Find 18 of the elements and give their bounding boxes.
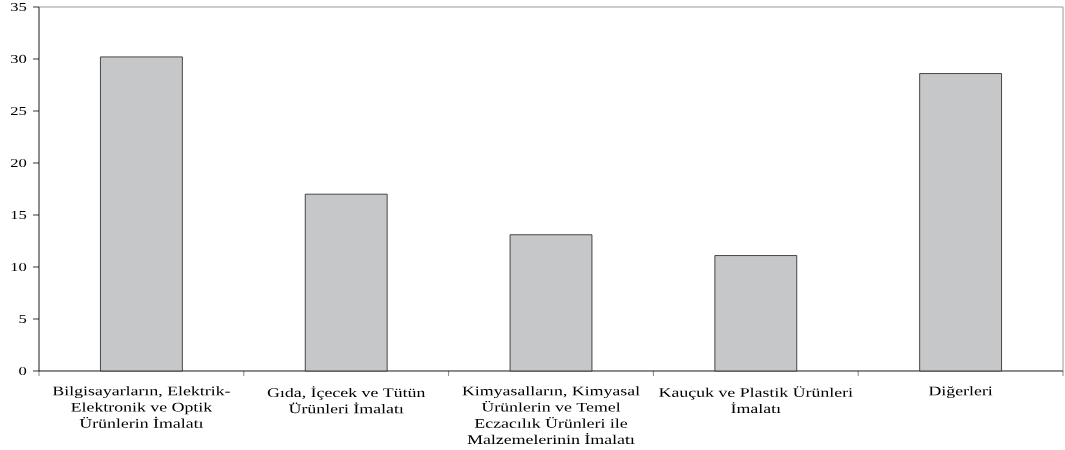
y-tick-label: 35 <box>11 2 27 12</box>
bar <box>919 73 1002 372</box>
y-tick-label: 20 <box>10 158 27 168</box>
y-tick-label: 25 <box>10 106 27 116</box>
x-tick-label: Diğerleri <box>928 386 993 399</box>
bar <box>304 193 388 372</box>
y-tick-label: 10 <box>11 262 27 272</box>
bar <box>714 255 798 372</box>
x-tick-label: Gıda, İçecek ve Tütün Ürünleri İmalatı <box>267 386 426 414</box>
bar <box>509 234 593 372</box>
y-tick-label: 15 <box>11 210 27 220</box>
x-tick-label: Kimyasalların, Kimyasal Ürünlerin ve Temel Eczacılık Ürünleri ile Malzemelerinin İmalatı <box>462 386 640 444</box>
x-tick-label: Bilgisayarların, Elektrik-Elektronik ve Optik Ürünlerin İmalatı <box>52 386 230 428</box>
y-tick-label: 0 <box>19 366 27 376</box>
x-tick-label: Kauçuk ve Plastik Ürünleri İmalatı <box>659 386 853 414</box>
bar <box>100 56 183 372</box>
y-tick-label: 30 <box>11 54 27 64</box>
y-tick-label: 5 <box>19 314 27 324</box>
